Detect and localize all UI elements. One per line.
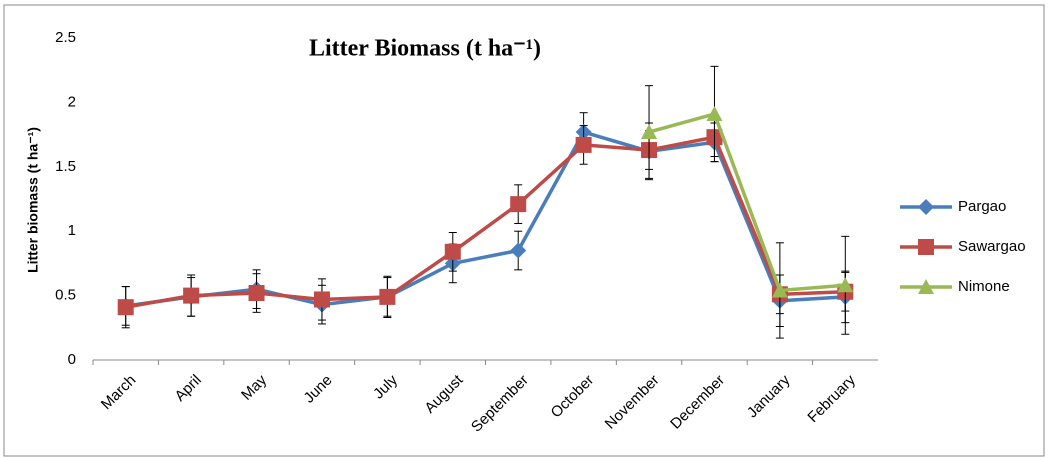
legend-label: Nimone [958,278,1010,295]
data-point [641,124,658,140]
y-tick-label: 0.5 [55,287,76,304]
y-tick-label: 1.5 [55,158,76,175]
y-tick-label: 1 [68,222,76,239]
series-line [125,129,846,308]
data-point [510,242,527,259]
series-line [125,135,846,309]
y-tick-label: 2.5 [55,29,76,46]
data-point [313,291,330,308]
series-line [648,111,846,293]
data-point [706,105,723,121]
data-point [510,196,527,213]
data-point [837,277,854,293]
legend-marker [918,239,934,255]
y-tick-label: 0 [68,351,76,368]
y-tick-label: 2 [68,93,76,110]
legend-marker [918,279,934,294]
data-point [117,299,134,316]
data-point [248,285,265,302]
legend-marker [918,199,934,215]
data-point [183,287,200,304]
chart-title: Litter Biomass (t ha⁻¹) [309,36,541,62]
data-point [575,136,592,153]
y-axis-label: Litter biomass (t ha⁻¹) [25,127,41,273]
data-point [771,282,788,298]
legend-label: Sawargao [958,238,1026,255]
chart-frame [3,4,1045,457]
legend-label: Pargao [958,198,1006,215]
data-point [444,243,461,260]
data-point [379,288,396,305]
